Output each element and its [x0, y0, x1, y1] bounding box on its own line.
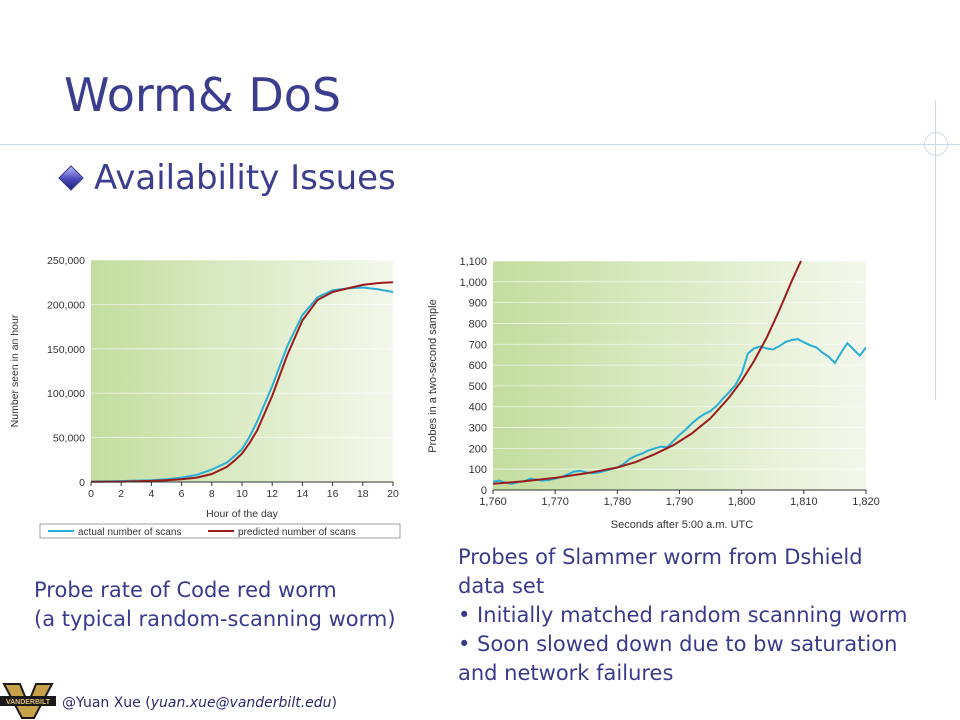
y-tick-label: 0 — [79, 477, 85, 489]
logo-text: VANDERBILT — [6, 699, 51, 706]
x-tick-label: 20 — [387, 488, 399, 500]
y-axis-label: Probes in a two-second sample — [427, 299, 439, 452]
y-tick-label: 250,000 — [47, 255, 85, 267]
right-caption-line5: and network failures — [458, 661, 674, 685]
x-tick-label: 10 — [236, 488, 248, 500]
x-tick-label: 12 — [266, 488, 278, 500]
y-tick-label: 900 — [469, 298, 487, 310]
decor-horizontal-line — [0, 144, 960, 145]
x-tick-label: 4 — [148, 488, 154, 500]
diamond-bullet-icon — [58, 165, 84, 191]
y-tick-label: 1,100 — [459, 256, 487, 268]
x-tick-label: 1,820 — [852, 496, 880, 508]
x-tick-label: 14 — [297, 488, 309, 500]
x-axis-label: Hour of the day — [206, 508, 279, 520]
y-tick-label: 100,000 — [47, 388, 85, 400]
bullet-text: Availability Issues — [94, 158, 396, 198]
decor-vertical-line — [935, 100, 936, 400]
footer-author: @Yuan Xue ( — [62, 695, 151, 711]
x-tick-label: 1,810 — [790, 496, 818, 508]
right-caption-line4: • Soon slowed down due to bw saturation — [458, 632, 898, 656]
bullet-availability: Availability Issues — [58, 158, 396, 198]
y-tick-label: 800 — [469, 318, 487, 330]
y-tick-label: 1,000 — [459, 277, 487, 289]
y-tick-label: 500 — [469, 381, 487, 393]
y-tick-label: 300 — [469, 423, 487, 435]
y-tick-label: 150,000 — [47, 344, 85, 356]
x-tick-label: 18 — [357, 488, 369, 500]
x-tick-label: 6 — [179, 488, 185, 500]
x-tick-label: 16 — [327, 488, 339, 500]
slide-title: Worm& DoS — [64, 68, 342, 122]
slammer-chart: 0 100 200 300 400 500 600 700 800 900 1,000 1,100 1,… — [427, 256, 880, 531]
y-tick-label: 100 — [469, 464, 487, 476]
footer-close: ) — [331, 695, 337, 711]
x-tick-label: 8 — [209, 488, 215, 500]
right-caption-line2: data set — [458, 574, 545, 598]
vanderbilt-logo: VANDERBILT — [0, 683, 56, 719]
x-tick-label: 1,800 — [728, 496, 756, 508]
left-caption: Probe rate of Code red worm (a typical r… — [34, 576, 396, 634]
legend-predicted-label: predicted number of scans — [238, 527, 356, 538]
y-tick-label: 200,000 — [47, 299, 85, 311]
x-tick-label: 1,780 — [604, 496, 632, 508]
series-predicted-line — [90, 281, 394, 483]
right-caption-line3: • Initially matched random scanning worm — [458, 603, 908, 627]
x-tick-label: 1,760 — [479, 496, 507, 508]
legend-actual-label: actual number of scans — [78, 527, 181, 538]
decor-circle — [924, 132, 948, 156]
left-caption-line2: (a typical random-scanning worm) — [34, 607, 396, 631]
footer: @Yuan Xue (yuan.xue@vanderbilt.edu) — [62, 695, 337, 711]
series-predicted-line — [493, 261, 803, 485]
y-tick-label: 600 — [469, 360, 487, 372]
footer-email[interactable]: yuan.xue@vanderbilt.edu — [150, 695, 332, 711]
code-red-chart: 0 50,000 100,000 150,000 200,000 250,000 0 2 4 6 8… — [9, 255, 401, 539]
x-tick-label: 1,770 — [541, 496, 569, 508]
x-tick-label: 1,790 — [666, 496, 694, 508]
y-tick-label: 400 — [469, 402, 487, 414]
right-caption-line1: Probes of Slammer worm from Dshield — [458, 545, 863, 569]
y-axis-label: Number seen in an hour — [9, 314, 21, 427]
y-tick-label: 700 — [469, 339, 487, 351]
plot-area — [493, 261, 866, 490]
right-caption: Probes of Slammer worm from Dshield data… — [458, 543, 907, 688]
plot-area — [91, 260, 393, 482]
y-tick-label: 50,000 — [53, 433, 85, 445]
y-tick-label: 200 — [469, 443, 487, 455]
x-tick-label: 2 — [118, 488, 124, 500]
y-tick-label: 0 — [481, 485, 487, 497]
x-tick-label: 0 — [88, 488, 94, 500]
left-caption-line1: Probe rate of Code red worm — [34, 578, 337, 602]
x-axis-label: Seconds after 5:00 a.m. UTC — [611, 519, 754, 531]
